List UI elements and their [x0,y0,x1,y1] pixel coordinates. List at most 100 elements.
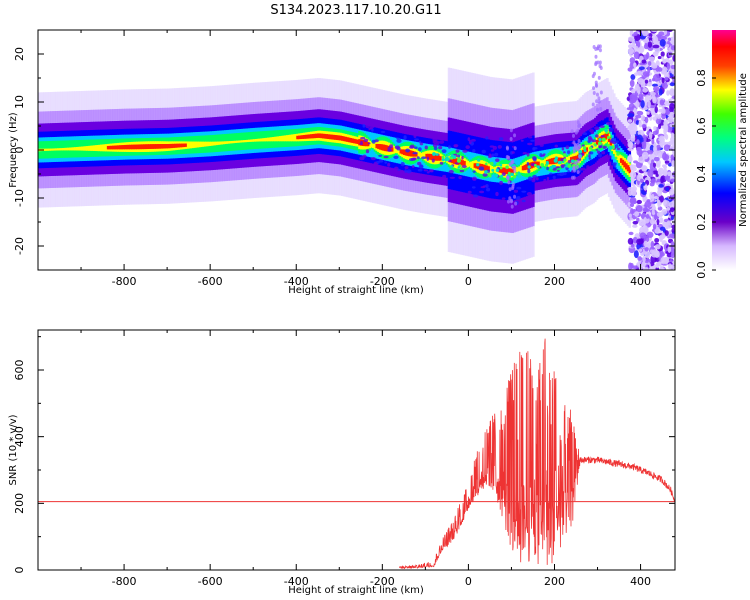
spectrogram-noise-cell [669,82,675,87]
spectrogram-noise-cell [635,100,640,108]
spectrogram-noise-cell [652,116,657,121]
spectrogram-cell [396,148,399,154]
spectrogram-speckle [511,186,515,191]
spectrogram-dot [588,146,593,150]
spectrogram-cell [174,143,177,148]
spectrogram-noise-cell [649,104,656,109]
spectrogram-speckle [447,145,451,149]
spectrogram-noise-cell [630,74,636,80]
spectrogram-speckle [511,151,515,154]
spectrogram-cell [93,145,96,151]
spectrogram-speckle [596,60,600,65]
spectrogram-cell [289,134,292,142]
spectrogram-speckle [590,131,595,135]
spectrogram-dot [562,153,567,157]
spectrogram-noise-cell [649,162,654,171]
spectrogram-speckle [572,149,576,154]
spectrogram-dot [484,170,488,174]
spectrogram-cell [606,132,609,139]
spectrogram-speckle [417,161,422,166]
spectrogram-speckle [552,175,556,180]
spectrogram-cell [587,144,590,153]
spectrogram-cell [509,168,513,175]
spectrogram-noise-cell [652,150,657,159]
spectrogram-speckle [507,155,511,160]
spectrogram-dot [456,158,461,163]
spectrogram-speckle [597,153,602,158]
spectrogram-noise-cell [647,169,654,178]
spectrogram-cell [87,145,91,151]
spectrogram-cell [418,152,421,158]
snr-x-tick-label: -400 [284,575,309,588]
spectrogram-dot [606,143,610,147]
spectrogram-cell [535,161,539,167]
spectrogram-cell [470,161,473,168]
spectrogram-cell [180,143,184,148]
spectrogram-dot [447,153,450,157]
spectrogram-cell [394,147,397,154]
spectrogram-speckle [462,149,468,153]
spectrogram-speckle [606,121,611,126]
spectrogram-speckle [439,161,444,165]
spectrogram-cell [325,134,329,139]
colorbar-label: Normalized spectral amplitude [738,73,749,227]
spectrogram-noise-cell [656,211,664,218]
spectrogram-cell [351,138,354,143]
spectrogram-speckle [596,150,601,154]
spectrogram-noise-cell [652,94,656,102]
spectrogram-cell [337,135,341,141]
spectrogram-cell [461,160,465,166]
spectrogram-speckle [599,106,603,111]
spectrogram-speckle [458,176,462,180]
spectrogram-speckle [597,75,601,80]
spectrogram-cell [328,134,332,140]
spectrogram-cell [215,141,218,146]
spectrogram-cell [265,137,268,142]
spectrogram-cell [310,134,313,139]
spectrogram-dot [527,165,531,169]
spectrogram-noise-cell [646,81,653,87]
spectrogram-speckle [527,142,533,146]
spectrogram-noise-cell [667,220,672,224]
spectrogram-noise-cell [665,187,670,192]
spectrogram-cell [237,140,241,143]
spectrogram-cell [86,146,89,151]
spectrogram-speckle [594,83,598,88]
spectrogram-panel: -800 -600 -400 -200 0 200 400 -20 -10 0 10 20 Heig… [8,29,676,296]
spectrogram-speckle [455,149,460,153]
spectrogram-cell [143,144,146,150]
spectrogram-speckle [592,86,596,91]
spectrogram-noise-cell [661,82,666,87]
spectrogram-noise-cell [632,220,639,225]
spectrogram-cell [549,158,552,165]
spectrogram-noise-cell [636,238,643,245]
spectrogram-cell [297,135,301,140]
spectrogram-speckle [596,107,600,112]
spectrogram-cell [118,145,122,150]
spectrogram-cell [582,149,585,156]
spectrogram-noise-cell [659,99,665,106]
spectrogram-cell [132,144,136,150]
spectrogram-noise-cell [632,265,638,270]
spectrogram-dot [510,172,514,177]
spectrogram-speckle [426,156,430,161]
spectrogram-noise-cell [627,189,633,197]
spectrogram-cell [244,139,248,143]
spectrogram-speckle [473,194,479,198]
spectrogram-noise-cell [668,188,675,196]
spectrogram-noise-cell [651,209,655,216]
spectrogram-cell [520,164,523,173]
spectrogram-speckle [447,160,452,163]
spectrogram-cell [266,137,270,142]
spectrogram-dot [604,128,608,133]
spectrogram-cell [327,134,330,140]
spectrogram-speckle [508,196,512,201]
spectrogram-speckle [513,169,517,174]
spectrogram-noise-cell [663,164,668,170]
spectrogram-dot [562,160,565,164]
spectrogram-speckle [567,159,572,164]
spectrogram-cell [416,150,420,159]
spectrogram-cell [349,138,353,143]
spectrogram-speckle [511,182,515,187]
spectrogram-dot [557,160,562,165]
